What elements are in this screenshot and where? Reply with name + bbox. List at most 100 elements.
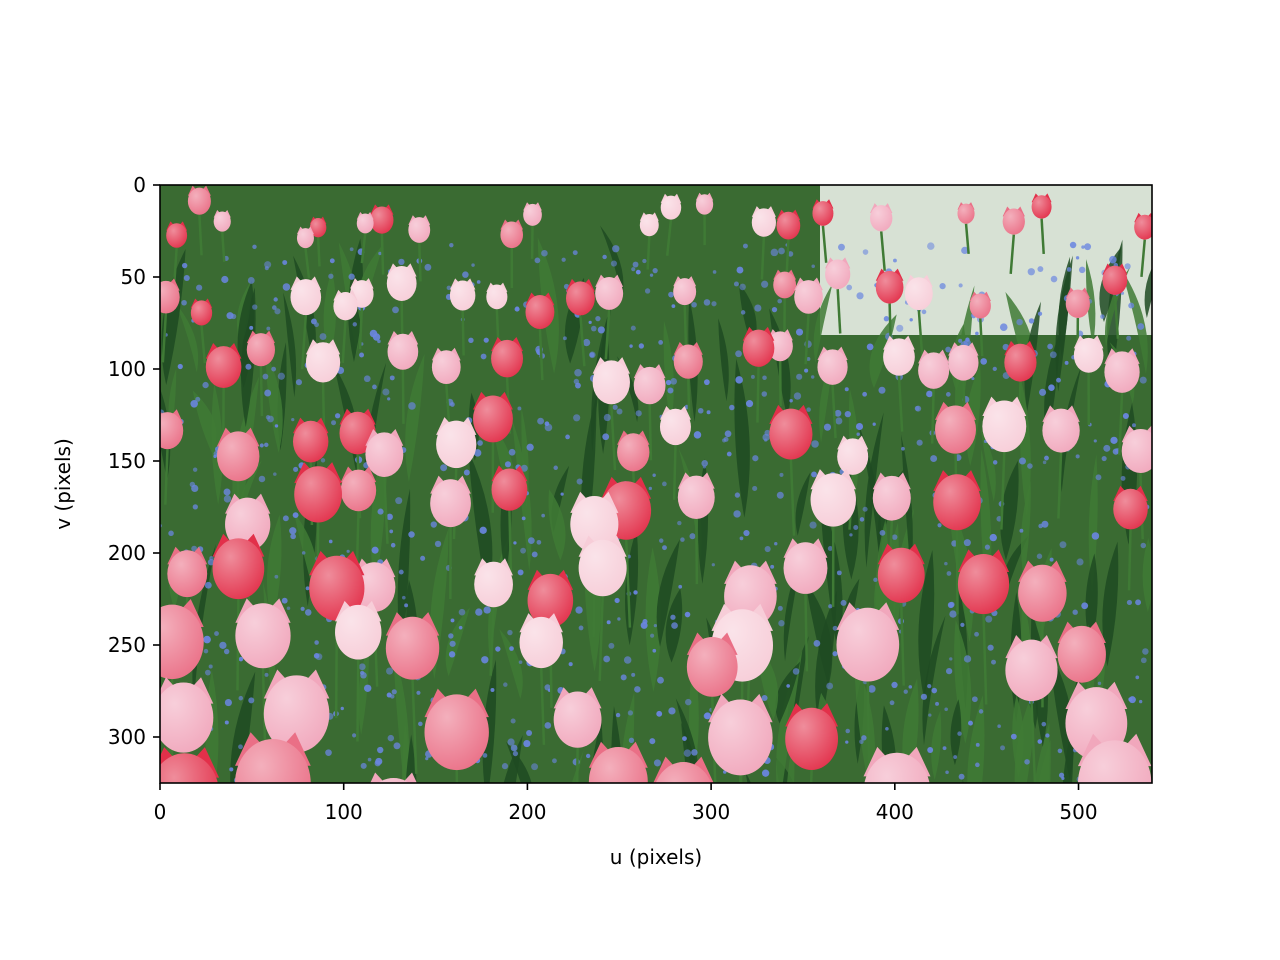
forget-me-not bbox=[1049, 351, 1057, 359]
forget-me-not bbox=[1027, 463, 1033, 469]
forget-me-not bbox=[224, 698, 232, 707]
forget-me-not bbox=[424, 263, 432, 271]
forget-me-not bbox=[389, 375, 395, 381]
tulip bbox=[225, 493, 271, 631]
forget-me-not bbox=[531, 763, 539, 771]
leaf bbox=[745, 771, 751, 783]
forget-me-not bbox=[832, 651, 838, 657]
forget-me-not bbox=[761, 769, 770, 777]
forget-me-not bbox=[183, 274, 190, 282]
tulip bbox=[1113, 485, 1148, 591]
forget-me-not bbox=[642, 258, 647, 264]
forget-me-not bbox=[652, 473, 656, 477]
tulip bbox=[1104, 348, 1140, 456]
forget-me-not bbox=[740, 310, 746, 315]
leaf bbox=[779, 782, 780, 783]
forget-me-not bbox=[463, 469, 470, 476]
forget-me-not bbox=[408, 402, 416, 410]
tulip bbox=[639, 212, 659, 270]
forget-me-not bbox=[1037, 311, 1043, 316]
leaf bbox=[445, 607, 470, 677]
forget-me-not bbox=[521, 516, 526, 521]
tulip bbox=[877, 543, 925, 686]
forget-me-not bbox=[778, 620, 785, 627]
forget-me-not bbox=[281, 597, 288, 604]
tulip bbox=[875, 268, 904, 353]
forget-me-not bbox=[1038, 523, 1043, 529]
forget-me-not bbox=[999, 323, 1008, 331]
forget-me-not bbox=[963, 655, 972, 663]
forget-me-not bbox=[1047, 343, 1053, 350]
forget-me-not bbox=[576, 478, 583, 485]
forget-me-not bbox=[398, 569, 404, 575]
forget-me-not bbox=[648, 486, 652, 491]
forget-me-not bbox=[949, 610, 957, 618]
tulip bbox=[424, 688, 489, 783]
forget-me-not bbox=[971, 376, 975, 381]
forget-me-not bbox=[274, 424, 279, 428]
leaf bbox=[1000, 460, 1019, 561]
leaf bbox=[656, 539, 680, 647]
forget-me-not bbox=[1036, 553, 1043, 559]
forget-me-not bbox=[903, 689, 908, 694]
forget-me-not bbox=[885, 727, 889, 731]
forget-me-not bbox=[292, 512, 299, 519]
forget-me-not bbox=[761, 695, 768, 702]
tulip bbox=[601, 476, 652, 628]
leaf bbox=[950, 699, 962, 765]
tulip bbox=[812, 199, 834, 263]
y-axis: 0 50 100 150 200 250 300 bbox=[108, 173, 160, 749]
forget-me-not bbox=[476, 280, 481, 284]
forget-me-not bbox=[806, 407, 811, 412]
forget-me-not bbox=[862, 391, 868, 397]
forget-me-not bbox=[761, 280, 769, 288]
forget-me-not bbox=[1128, 697, 1133, 702]
tulip bbox=[430, 475, 471, 599]
forget-me-not bbox=[873, 577, 878, 583]
forget-me-not bbox=[372, 384, 377, 390]
forget-me-not bbox=[1075, 454, 1080, 459]
forget-me-not bbox=[440, 464, 448, 472]
forget-me-not bbox=[204, 581, 212, 589]
forget-me-not bbox=[386, 667, 394, 675]
forget-me-not bbox=[378, 251, 382, 256]
forget-me-not bbox=[1076, 558, 1084, 566]
tulip bbox=[246, 330, 275, 417]
forget-me-not bbox=[328, 539, 333, 544]
forget-me-not bbox=[495, 646, 501, 652]
forget-me-not bbox=[811, 264, 815, 269]
tulip bbox=[817, 346, 848, 439]
forget-me-not bbox=[1081, 602, 1089, 610]
forget-me-not bbox=[683, 749, 692, 757]
tulip bbox=[290, 276, 322, 370]
forget-me-not bbox=[635, 269, 641, 275]
forget-me-not bbox=[289, 527, 297, 535]
forget-me-not bbox=[462, 271, 469, 278]
forget-me-not bbox=[1139, 376, 1147, 384]
forget-me-not bbox=[689, 533, 696, 540]
forget-me-not bbox=[1056, 377, 1061, 383]
leaf bbox=[1012, 695, 1024, 778]
tulip bbox=[673, 276, 697, 346]
forget-me-not bbox=[889, 700, 895, 706]
forget-me-not bbox=[680, 537, 685, 542]
tulip bbox=[370, 204, 394, 275]
forget-me-not bbox=[743, 529, 750, 537]
forget-me-not bbox=[633, 590, 638, 595]
tulip bbox=[1073, 335, 1104, 425]
forget-me-not bbox=[386, 513, 393, 521]
forget-me-not bbox=[668, 707, 676, 715]
tulip bbox=[870, 203, 893, 271]
leaf bbox=[775, 661, 801, 724]
forget-me-not bbox=[691, 749, 698, 756]
forget-me-not bbox=[855, 422, 864, 431]
forget-me-not bbox=[836, 570, 842, 576]
forget-me-not bbox=[395, 497, 403, 505]
forget-me-not bbox=[649, 273, 654, 277]
forget-me-not bbox=[238, 695, 244, 701]
leaf bbox=[211, 383, 223, 505]
forget-me-not bbox=[684, 611, 691, 618]
forget-me-not bbox=[274, 308, 281, 315]
forget-me-not bbox=[202, 381, 209, 389]
forget-me-not bbox=[949, 657, 953, 661]
